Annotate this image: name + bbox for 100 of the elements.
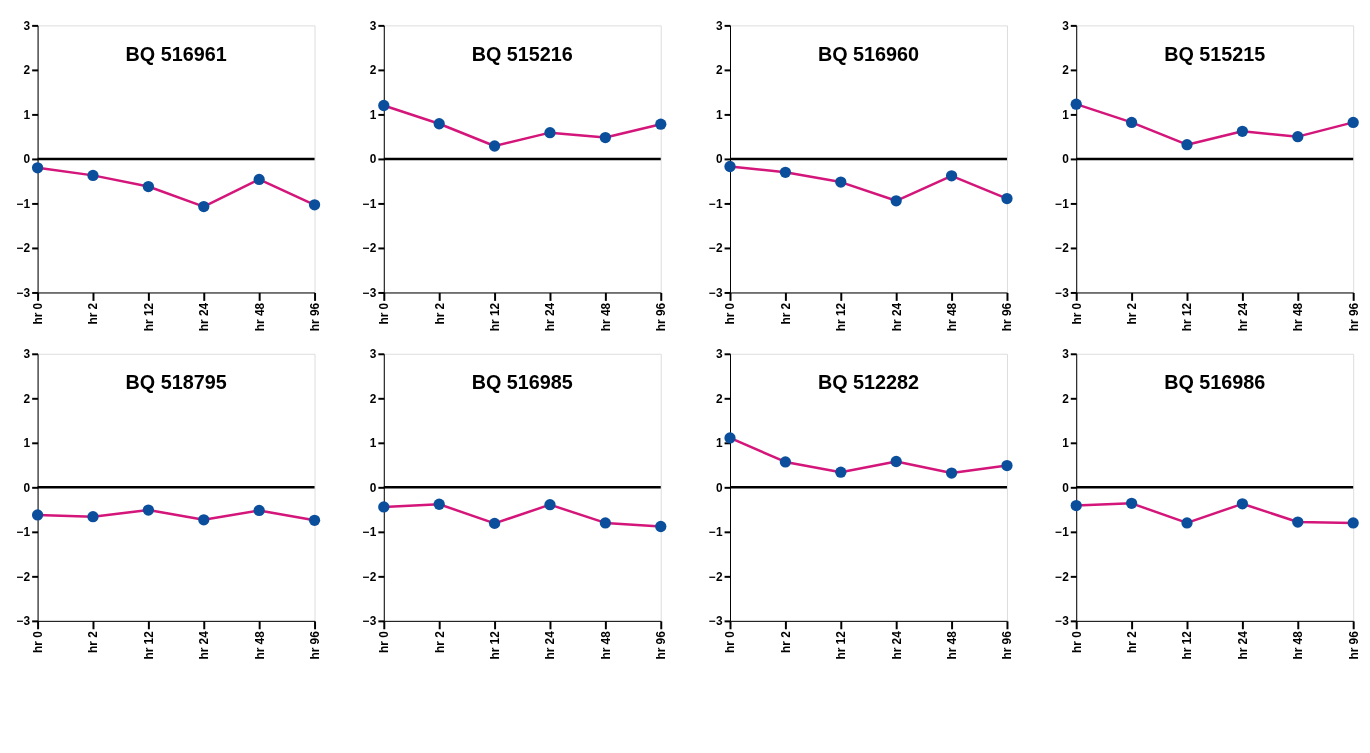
x-tick-label: hr 12 (141, 630, 156, 660)
x-tick-label: hr 96 (308, 302, 323, 332)
y-tick-label: −3 (709, 614, 723, 629)
x-tick-label: hr 0 (31, 302, 46, 325)
point (1181, 517, 1193, 529)
y-tick-label: 0 (369, 480, 377, 495)
point (724, 432, 736, 444)
y-tick-label: −2 (362, 569, 377, 584)
x-tick-label: hr 96 (1346, 630, 1361, 660)
point (1070, 98, 1082, 110)
point (779, 166, 792, 178)
point (945, 170, 958, 182)
y-tick-label: −2 (16, 569, 31, 584)
x-tick-label: hr 2 (1125, 630, 1140, 653)
x-tick-label: hr 24 (1235, 630, 1250, 660)
x-tick-label: hr 12 (141, 302, 156, 332)
x-tick-label: hr 24 (543, 630, 558, 660)
x-tick-label: hr 12 (488, 302, 503, 332)
x-tick-label: hr 12 (1180, 630, 1195, 660)
y-tick-label: 3 (369, 347, 377, 362)
point (945, 467, 958, 479)
point (87, 511, 99, 523)
point (1125, 116, 1138, 129)
y-tick-label: 2 (23, 63, 31, 78)
point (433, 118, 445, 130)
point (378, 99, 390, 112)
y-tick-label: −2 (16, 241, 31, 256)
text: BQ 516961 (125, 42, 227, 65)
x-tick-label: hr 48 (598, 630, 613, 660)
x-tick-label: hr 2 (86, 302, 101, 325)
x-tick-label: hr 0 (723, 302, 738, 325)
y-tick-label: 3 (1062, 18, 1070, 33)
y-tick-label: −2 (1055, 569, 1070, 584)
y-tick-label: 0 (369, 152, 377, 167)
point (433, 498, 445, 510)
x-tick-label: hr 12 (834, 302, 849, 332)
y-tick-label: 2 (369, 391, 377, 406)
text: BQ 518795 (125, 371, 227, 394)
x-tick-label: hr 0 (723, 630, 738, 653)
y-tick-label: 1 (23, 436, 31, 451)
x-tick-label: hr 12 (488, 630, 503, 660)
point (1236, 498, 1249, 510)
y-tick-label: 3 (23, 18, 31, 33)
y-tick-label: 0 (1062, 480, 1070, 495)
y-tick-label: 0 (1062, 152, 1070, 167)
y-tick-label: −2 (709, 241, 723, 256)
point (142, 180, 155, 193)
point (890, 195, 902, 207)
y-tick-label: 0 (715, 152, 723, 167)
point (378, 501, 390, 513)
point (544, 499, 556, 511)
y-tick-label: −1 (16, 525, 31, 540)
point (599, 131, 612, 144)
x-tick-label: hr 2 (432, 302, 447, 325)
point (253, 173, 265, 186)
point (1292, 516, 1304, 528)
x-tick-label: hr 2 (432, 630, 447, 653)
y-tick-label: 0 (23, 152, 31, 167)
y-tick-label: 0 (23, 480, 31, 495)
y-tick-label: 1 (369, 436, 377, 451)
text: BQ 515216 (471, 42, 573, 65)
point (198, 200, 210, 213)
point (655, 118, 667, 130)
y-tick-label: 1 (23, 107, 31, 122)
y-tick-label: 2 (715, 63, 723, 78)
x-tick-label: hr 96 (308, 630, 323, 660)
y-tick-label: −1 (1055, 525, 1070, 540)
y-tick-label: −1 (362, 525, 377, 540)
x-tick-label: hr 24 (197, 302, 212, 332)
y-tick-label: 1 (715, 436, 723, 451)
x-tick-label: hr 48 (598, 302, 613, 332)
x-tick-label: hr 24 (1235, 302, 1250, 332)
point (544, 127, 556, 139)
x-tick-label: hr 24 (889, 630, 904, 660)
x-tick-label: hr 48 (945, 302, 960, 332)
x-tick-label: hr 24 (889, 302, 904, 332)
y-tick-label: 2 (715, 391, 723, 406)
x-tick-label: hr 12 (834, 630, 849, 660)
y-tick-label: −1 (709, 196, 723, 211)
point (31, 162, 44, 174)
y-tick-label: 3 (23, 347, 31, 362)
x-tick-label: hr 0 (1069, 630, 1084, 653)
y-tick-label: 3 (715, 347, 723, 362)
point (142, 504, 155, 516)
x-tick-label: hr 96 (654, 630, 669, 660)
x-tick-label: hr 24 (543, 302, 558, 332)
x-tick-label: hr 24 (197, 630, 212, 660)
y-tick-label: −3 (16, 614, 31, 629)
y-tick-label: 2 (1062, 391, 1070, 406)
y-tick-label: 1 (1062, 436, 1070, 451)
point (724, 160, 736, 173)
text: BQ 515215 (1164, 42, 1266, 65)
point (1181, 139, 1193, 151)
y-tick-label: −1 (16, 196, 31, 211)
point (835, 466, 847, 478)
y-tick-label: 3 (369, 18, 377, 33)
point (1292, 131, 1304, 143)
y-tick-label: 2 (1062, 63, 1070, 78)
point (308, 199, 321, 211)
y-tick-label: −2 (1055, 241, 1070, 256)
